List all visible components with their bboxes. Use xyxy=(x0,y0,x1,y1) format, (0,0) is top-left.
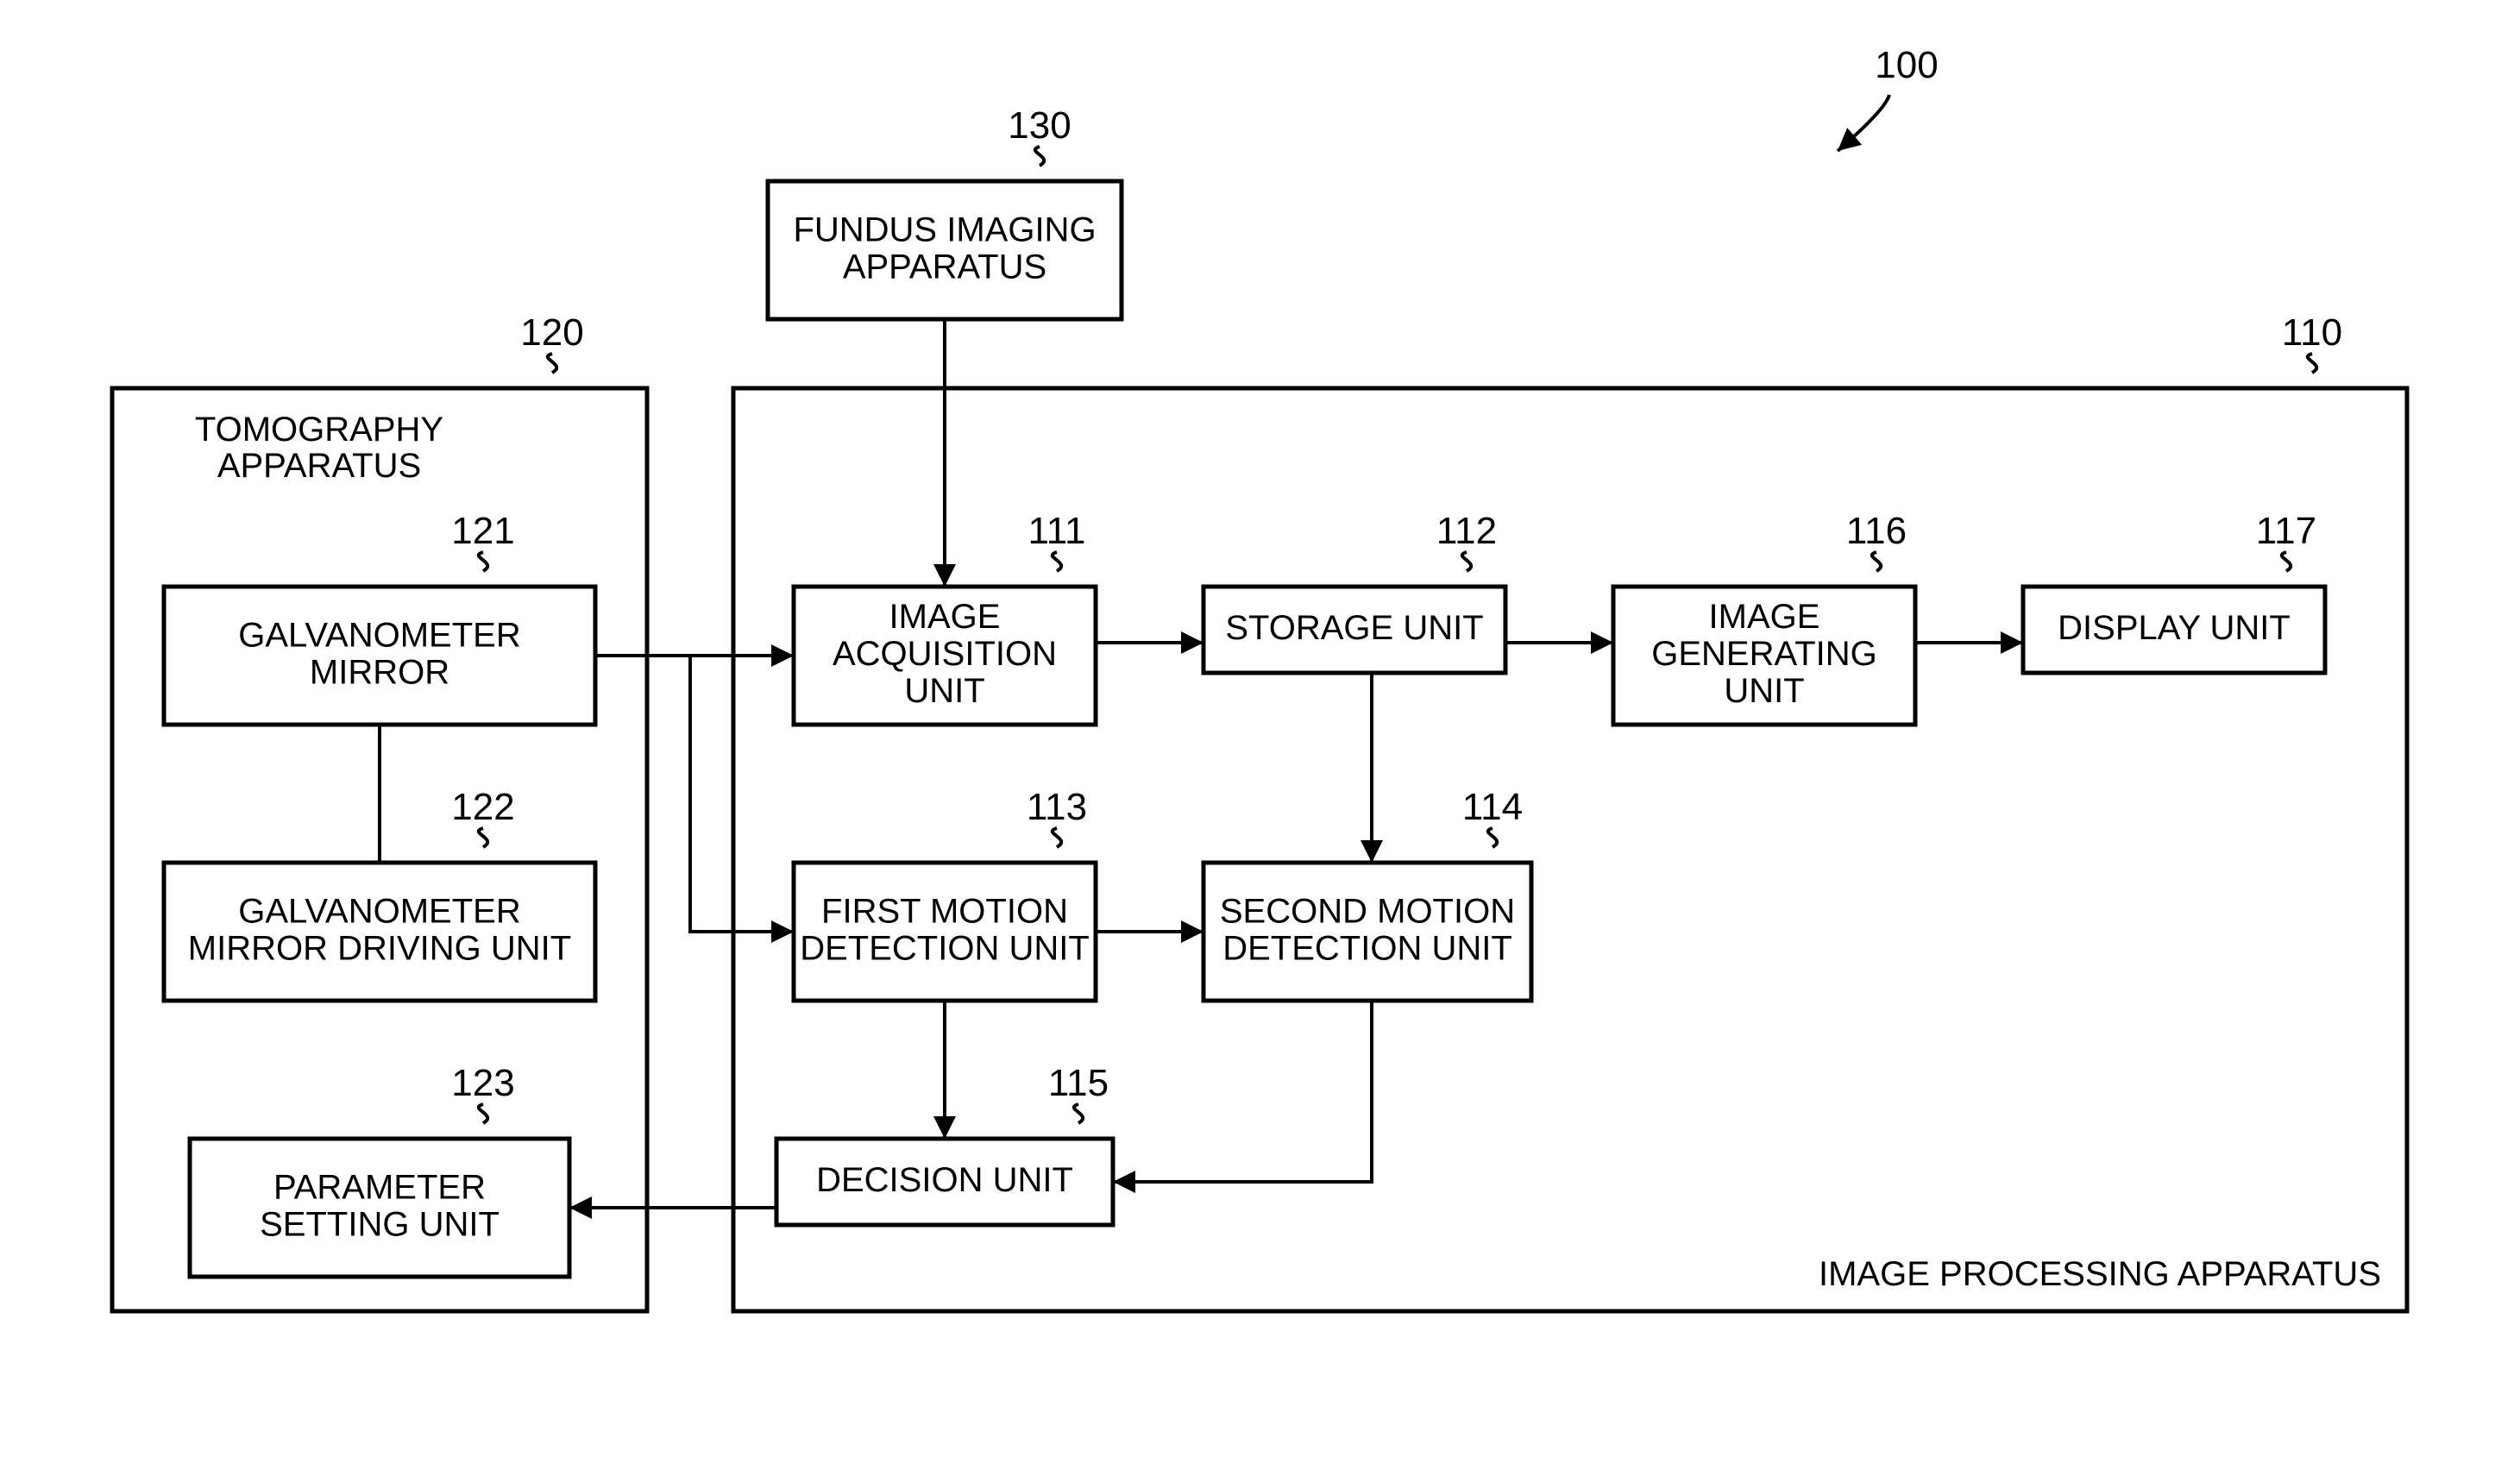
ref-117: 117 xyxy=(2256,510,2316,552)
box-label-decision: DECISION UNIT xyxy=(816,1161,1073,1199)
ref-114: 114 xyxy=(1462,786,1523,828)
ref-120: 120 xyxy=(520,311,583,354)
ref-112: 112 xyxy=(1436,510,1497,552)
ref-110: 110 xyxy=(2282,311,2342,354)
container-title-tomography: TOMOGRAPHYAPPARATUS xyxy=(195,411,443,485)
ref-100: 100 xyxy=(1875,44,1938,86)
ref-111: 111 xyxy=(1028,510,1086,552)
box-label-galvo_drive: GALVANOMETERMIRROR DRIVING UNIT xyxy=(188,892,571,967)
ref-115: 115 xyxy=(1048,1062,1109,1104)
ref-122: 122 xyxy=(451,786,514,828)
box-label-storage: STORAGE UNIT xyxy=(1225,609,1483,647)
ref-123: 123 xyxy=(451,1062,514,1104)
block-diagram: TOMOGRAPHYAPPARATUS 120 IMAGE PROCESSING A… xyxy=(0,0,2520,1457)
box-label-display: DISPLAY UNIT xyxy=(2058,609,2291,647)
ref-113: 113 xyxy=(1027,786,1087,828)
ref-116: 116 xyxy=(1846,510,1907,552)
box-label-first_motion: FIRST MOTIONDETECTION UNIT xyxy=(800,892,1090,967)
box-label-param_set: PARAMETERSETTING UNIT xyxy=(260,1168,500,1243)
container-label-ipa: IMAGE PROCESSING APPARATUS xyxy=(1819,1255,2381,1293)
box-label-second_motion: SECOND MOTIONDETECTION UNIT xyxy=(1220,892,1515,967)
ref-130: 130 xyxy=(1008,104,1071,147)
ref-121: 121 xyxy=(451,510,514,552)
